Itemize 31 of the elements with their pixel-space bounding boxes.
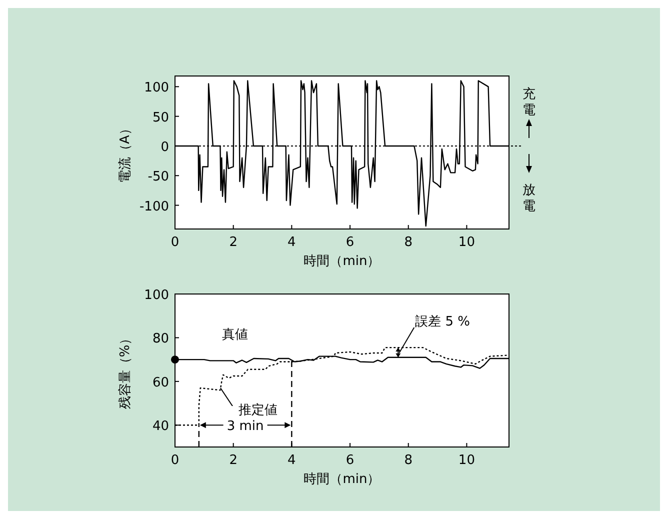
y-tick-label: -50 [148,170,169,185]
x-tick-label: 10 [458,235,475,250]
x-tick-label: 10 [458,453,475,468]
text: 放電 [522,182,536,214]
x-axis-title: 時間（min） [304,254,380,269]
x-tick-label: 6 [346,235,354,250]
x-tick-label: 6 [346,453,354,468]
x-tick-label: 0 [170,235,180,250]
y-tick-label: 60 [152,375,169,390]
y-tick-label: 80 [152,332,169,347]
y-tick-label: -100 [139,199,169,214]
y-axis-title: 残容量（%） [117,332,133,410]
legend-label: 推定値 [238,402,278,418]
x-tick-label: 4 [288,453,296,468]
x-tick-label: 2 [229,235,238,250]
annotation: 3 min [226,419,264,434]
x-axis-title: 時間（min） [304,472,380,487]
x-tick-label: 4 [288,235,296,250]
y-tick-label: 0 [160,140,169,155]
y-tick-label: 100 [144,288,169,303]
x-tick-label: 0 [170,453,180,468]
series-label: 真値 [222,328,248,343]
annotation: 誤差 5 % [415,314,470,330]
y-tick-label: 50 [152,110,169,126]
text: 充電 [522,87,536,118]
x-tick-label: 8 [404,235,413,250]
x-tick-label: 8 [404,453,413,468]
x-tick-label: 2 [229,453,238,468]
y-tick-label: 100 [144,80,169,96]
y-axis-title: 電流（A） [117,122,133,183]
y-tick-label: 40 [152,419,169,434]
